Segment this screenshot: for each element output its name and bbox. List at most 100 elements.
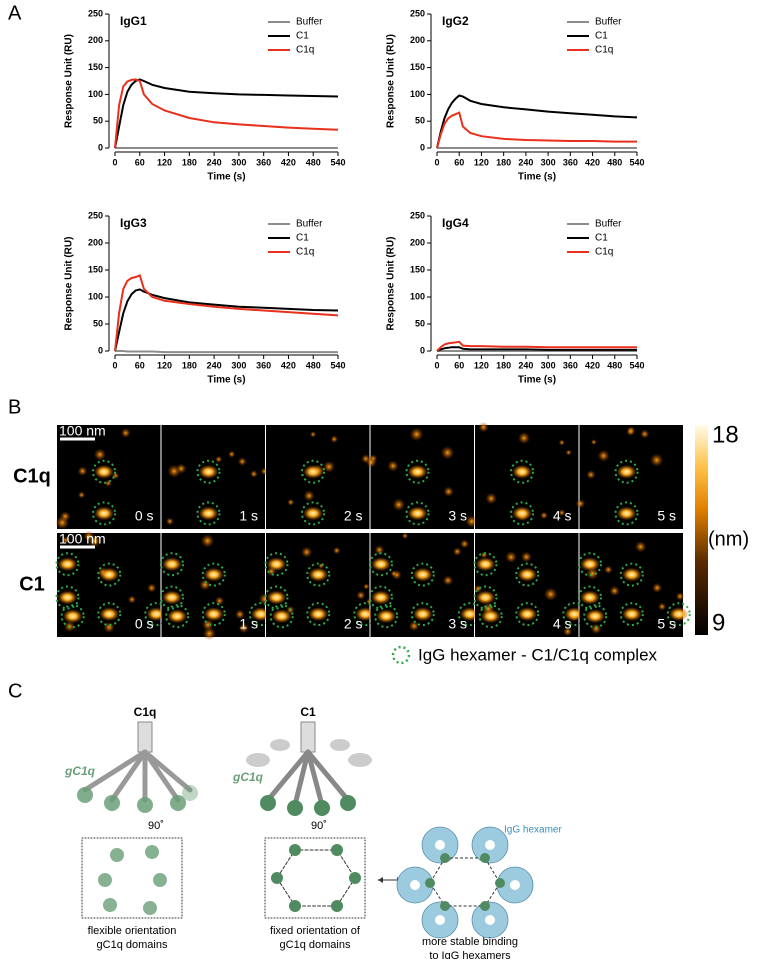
afm-complex: [517, 567, 538, 582]
caption: more stable binding: [422, 936, 518, 948]
rotation-label: 90˚: [311, 820, 327, 832]
afm-complex: [271, 609, 292, 624]
y-tick-label: 100: [88, 291, 103, 301]
afm-complex: [303, 464, 324, 479]
complex-marker: [306, 562, 331, 587]
afm-panel: 0 s 1 s 2 s 3 s 4 s 5 s 100 nm 0 s 1 s 2 s 3 s 4 s 5…: [55, 422, 691, 641]
y-tick-label: 200: [410, 35, 425, 45]
afm-blob: [485, 492, 497, 505]
legend-label: C1q: [595, 247, 613, 258]
afm-blob: [452, 547, 462, 556]
afm-blob: [322, 460, 336, 473]
complex-marker: [374, 604, 399, 629]
x-tick-label: 120: [474, 157, 489, 167]
afm-complex: [99, 567, 120, 582]
x-tick-label: 480: [306, 360, 321, 370]
afm-complex: [616, 506, 637, 521]
afm-complex: [459, 607, 480, 622]
afm-complex: [266, 590, 287, 605]
x-tick-label: 240: [207, 157, 222, 167]
complex-marker: [510, 501, 535, 526]
chart-title: IgG3: [120, 216, 147, 230]
x-tick-label: 120: [157, 360, 172, 370]
afm-blob: [215, 455, 223, 463]
complex-marker: [577, 585, 602, 610]
afm-blob: [165, 517, 174, 526]
caption: gC1q domains: [97, 939, 168, 951]
time-label: 4 s: [553, 616, 572, 632]
legend-label: C1: [595, 233, 608, 244]
x-axis-label: Time (s): [518, 172, 556, 183]
y-tick-label: 100: [410, 89, 425, 99]
afm-blob: [238, 622, 249, 634]
complex-marker: [614, 501, 639, 526]
x-tick-label: 540: [629, 157, 644, 167]
y-tick-label: 0: [98, 345, 103, 355]
afm-blob: [590, 439, 597, 446]
colorbar-unit: (nm): [708, 528, 749, 550]
time-label: 3 s: [448, 616, 467, 632]
afm-blob: [440, 445, 455, 460]
x-tick-label: 60: [135, 360, 145, 370]
afm-complex: [308, 607, 329, 622]
complex-marker: [368, 585, 393, 610]
afm-complex: [57, 590, 78, 605]
afm-blob: [234, 609, 245, 620]
x-tick-label: 0: [434, 360, 439, 370]
x-tick-label: 0: [112, 360, 117, 370]
y-axis-label: Response Unit (RU): [64, 237, 75, 331]
afm-blob: [543, 587, 558, 602]
legend-label: Buffer: [595, 219, 622, 230]
x-tick-label: 360: [563, 157, 578, 167]
legend-label: C1: [296, 31, 309, 42]
complex-marker: [515, 602, 540, 627]
complex-marker: [368, 552, 393, 577]
x-tick-label: 180: [182, 157, 197, 167]
legend-label: C1: [296, 233, 309, 244]
afm-blob: [330, 435, 339, 444]
x-tick-label: 300: [541, 157, 556, 167]
afm-blob: [675, 592, 685, 601]
x-tick-label: 420: [585, 157, 600, 167]
afm-complex: [161, 590, 182, 605]
afm-complex: [412, 607, 433, 622]
afm-blob: [626, 427, 635, 437]
afm-complex: [407, 506, 428, 521]
x-tick-label: 300: [231, 157, 246, 167]
hexamer-diagram: IgG hexamer: [396, 825, 562, 939]
afm-blob: [83, 530, 95, 542]
afm-complex: [517, 607, 538, 622]
afm-complex: [203, 607, 224, 622]
afm-blob: [609, 585, 620, 597]
colorbar: [695, 425, 708, 635]
time-label: 0 s: [135, 508, 154, 524]
afm-complex: [308, 567, 329, 582]
y-axis-label: Response Unit (RU): [386, 34, 397, 128]
afm-complex: [668, 607, 689, 622]
afm-complex: [616, 464, 637, 479]
afm-blob: [558, 509, 566, 517]
complex-marker: [405, 459, 430, 484]
legend-symbol: [391, 645, 411, 665]
afm-complex: [198, 506, 219, 521]
afm-blob: [634, 540, 647, 553]
afm-blob: [443, 486, 454, 497]
x-tick-label: 420: [585, 360, 600, 370]
afm-complex: [266, 557, 287, 572]
x-axis-label: Time (s): [207, 172, 245, 183]
afm-blob: [540, 511, 548, 520]
x-tick-label: 120: [474, 360, 489, 370]
time-label: 4 s: [553, 508, 572, 524]
afm-blob: [363, 583, 370, 590]
complex-marker: [264, 552, 289, 577]
complex-marker: [159, 552, 184, 577]
afm-blob: [392, 498, 406, 512]
afm-complex: [407, 464, 428, 479]
afm-blob: [409, 427, 424, 442]
series-line: [436, 94, 638, 149]
series-line: [114, 274, 339, 352]
y-tick-label: 50: [415, 116, 425, 126]
x-tick-label: 360: [563, 360, 578, 370]
complex-marker: [583, 604, 608, 629]
